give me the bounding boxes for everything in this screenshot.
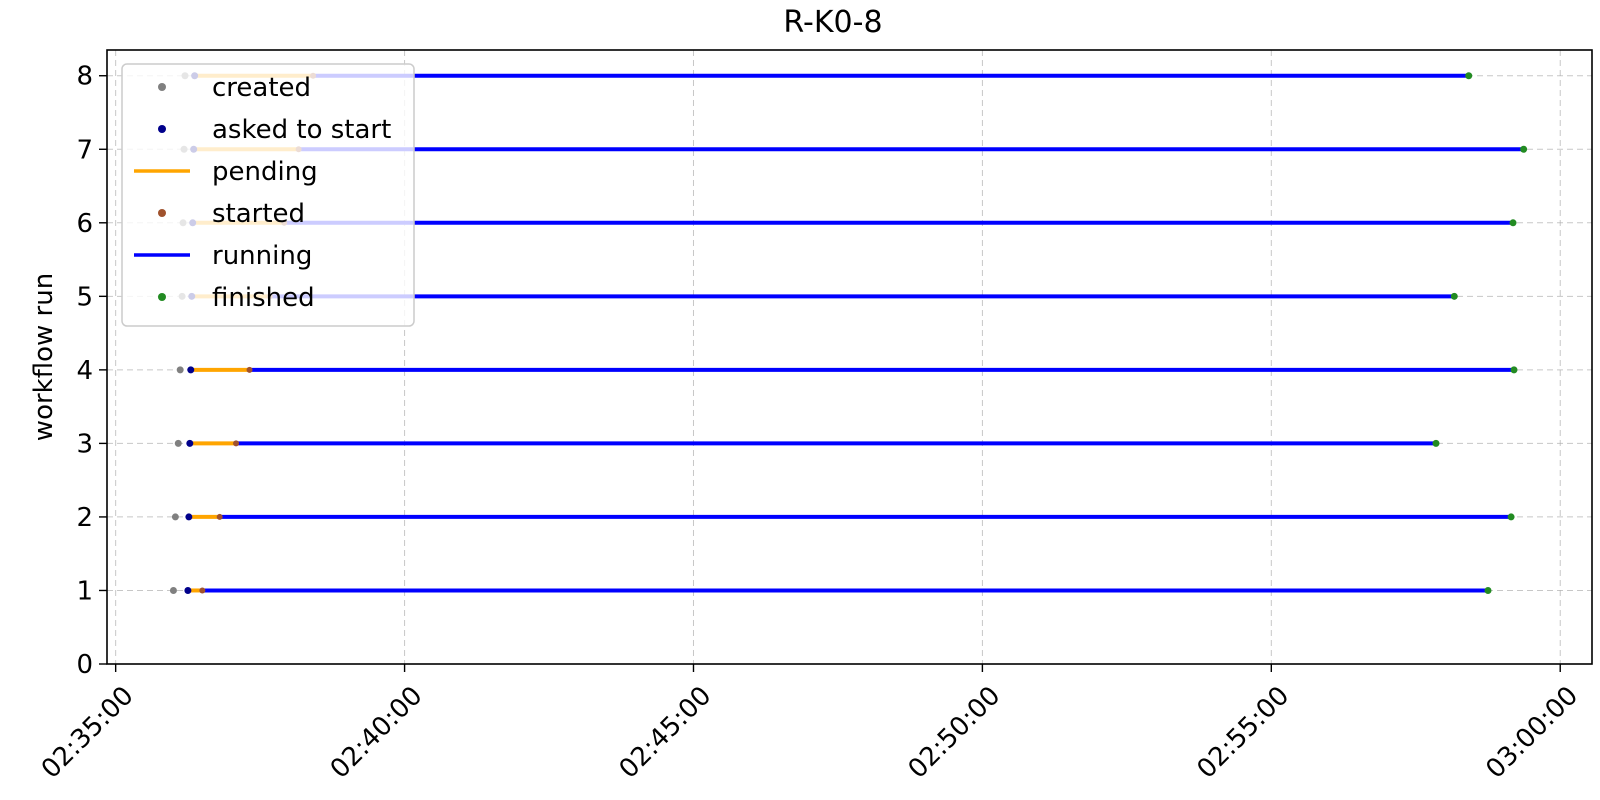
y-tick-label: 2 bbox=[76, 503, 93, 533]
finished-point bbox=[1484, 586, 1492, 594]
legend-box bbox=[121, 63, 415, 327]
legend-started-swatch bbox=[158, 209, 166, 217]
legend: created asked to start pending started runni… bbox=[121, 63, 415, 327]
y-tick-label: 6 bbox=[76, 209, 93, 239]
finished-point bbox=[1510, 366, 1518, 374]
asked-to-start-point bbox=[185, 513, 193, 521]
finished-point bbox=[1450, 292, 1458, 300]
legend-created-swatch bbox=[158, 83, 166, 91]
created-point bbox=[174, 439, 182, 447]
created-point bbox=[169, 586, 177, 594]
workflow-runs bbox=[169, 72, 1528, 594]
legend-finished-label: finished bbox=[212, 283, 315, 313]
y-axis-label: workflow run bbox=[29, 273, 59, 441]
chart-title: R-K0-8 bbox=[783, 5, 882, 40]
created-point bbox=[171, 513, 179, 521]
y-tick-label: 5 bbox=[76, 282, 93, 312]
legend-created-label: created bbox=[212, 73, 311, 103]
finished-point bbox=[1432, 439, 1440, 447]
legend-asked-to-start-label: asked to start bbox=[212, 115, 391, 145]
y-tick-label: 1 bbox=[76, 576, 93, 606]
y-tick-label: 0 bbox=[76, 650, 93, 680]
run-3 bbox=[174, 439, 1440, 447]
asked-to-start-point bbox=[184, 586, 192, 594]
legend-started-label: started bbox=[212, 199, 305, 229]
finished-point bbox=[1520, 145, 1528, 153]
y-tick-label: 4 bbox=[76, 356, 93, 386]
plot-frame bbox=[106, 49, 1593, 665]
run-4 bbox=[176, 366, 1518, 374]
y-tick-label: 7 bbox=[76, 135, 93, 165]
y-tick-label: 8 bbox=[76, 62, 93, 92]
started-point bbox=[199, 587, 206, 594]
legend-pending-label: pending bbox=[212, 157, 318, 187]
started-point bbox=[233, 440, 240, 447]
asked-to-start-point bbox=[187, 366, 195, 374]
asked-to-start-point bbox=[186, 439, 194, 447]
legend-asked-to-start-swatch bbox=[158, 125, 166, 133]
finished-point bbox=[1507, 513, 1515, 521]
created-point bbox=[176, 366, 184, 374]
started-point bbox=[216, 513, 223, 520]
y-tick-label: 3 bbox=[76, 429, 93, 459]
run-1 bbox=[169, 586, 1492, 594]
finished-point bbox=[1509, 219, 1517, 227]
finished-point bbox=[1465, 72, 1473, 80]
started-point bbox=[246, 366, 253, 373]
run-2 bbox=[171, 513, 1515, 521]
legend-running-label: running bbox=[212, 241, 312, 271]
legend-finished-swatch bbox=[158, 293, 166, 301]
